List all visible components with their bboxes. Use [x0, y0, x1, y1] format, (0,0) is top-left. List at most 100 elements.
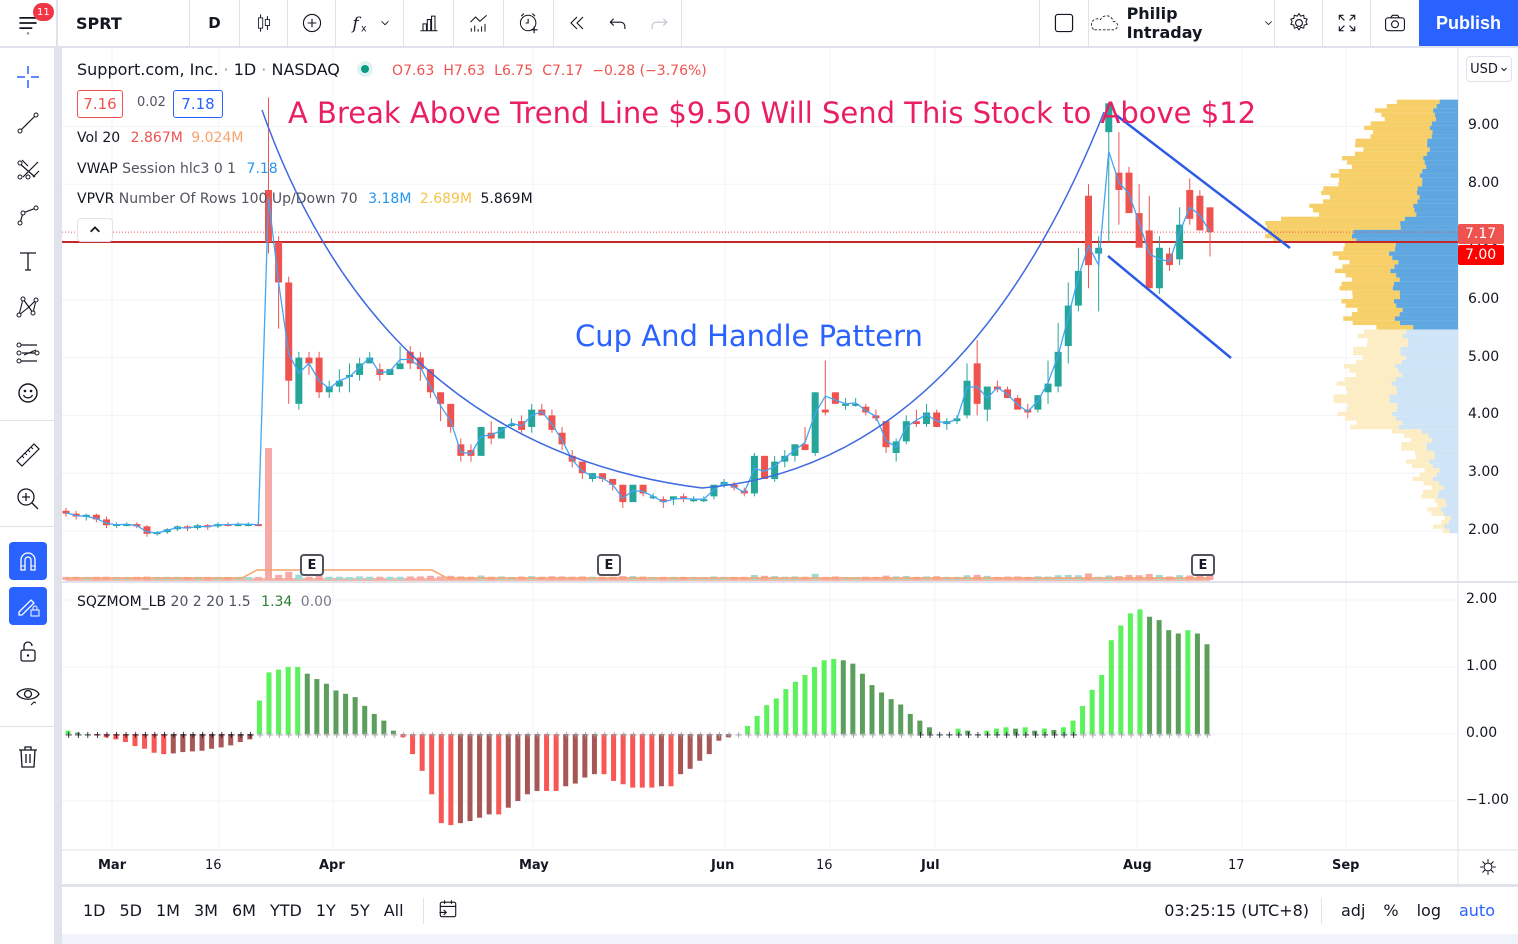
stay-in-drawing-mode-toggle[interactable] — [9, 587, 47, 625]
svg-text:+: + — [993, 730, 1001, 741]
range-1m[interactable]: 1M — [156, 901, 180, 920]
pattern-annotation[interactable]: Cup And Handle Pattern — [575, 319, 923, 353]
adjust-data-toggle[interactable]: adj — [1340, 901, 1366, 920]
measure-tool[interactable] — [9, 436, 47, 474]
prediction-tool[interactable] — [9, 334, 47, 372]
headline-annotation[interactable]: A Break Above Trend Line $9.50 Will Send… — [288, 96, 1256, 130]
earnings-marker[interactable]: E — [300, 554, 324, 576]
replay-button[interactable] — [554, 0, 600, 46]
svg-text:+: + — [1117, 730, 1125, 741]
ohlc-close: C7.17 — [542, 63, 584, 79]
gear-icon — [1289, 12, 1308, 31]
headline-text: A Break Above Trend Line $9.50 Will Send… — [288, 96, 1257, 130]
earnings-marker[interactable]: E — [597, 554, 621, 576]
chevron-up-icon — [90, 226, 100, 233]
range-5d[interactable]: 5D — [119, 901, 143, 920]
svg-text:+: + — [266, 730, 274, 741]
zoom-in-icon — [17, 488, 39, 510]
range-ytd[interactable]: YTD — [269, 901, 302, 920]
layout-name-button[interactable]: Philip Intraday — [1089, 0, 1275, 46]
collapse-legend-button[interactable] — [77, 218, 113, 242]
emoji-tool[interactable] — [9, 374, 47, 412]
bottom-right-controls: 03:25:15 (UTC+8) adj % log auto — [1164, 897, 1518, 924]
trend-line-tool[interactable] — [9, 104, 47, 142]
svg-text:+: + — [524, 730, 532, 741]
bid-price-button[interactable]: 7.16 — [77, 90, 123, 118]
percent-scale-toggle[interactable]: % — [1383, 901, 1399, 920]
vpvr-legend[interactable]: VPVR Number Of Rows 100 Up/Down 70 3.18M… — [77, 191, 533, 207]
company-name: Support.com, Inc. — [77, 60, 219, 79]
svg-text:+: + — [93, 730, 101, 741]
redo-button[interactable] — [636, 0, 682, 46]
chart-type-button[interactable] — [454, 0, 504, 46]
templates-button[interactable] — [404, 0, 454, 46]
price-axis-label: 4.00 — [1468, 406, 1500, 423]
legend-separator: · — [261, 60, 267, 79]
clock-timezone[interactable]: 03:25:15 (UTC+8) — [1164, 901, 1309, 920]
squeeze-momentum-legend[interactable]: SQZMOM_LB 20 2 20 1.5 1.34 0.00 — [77, 594, 332, 610]
svg-text:+: + — [237, 730, 245, 741]
text-tool[interactable] — [9, 242, 47, 280]
time-axis-label: Jun — [711, 858, 735, 873]
range-all[interactable]: All — [383, 901, 404, 920]
snapshot-button[interactable] — [1371, 0, 1419, 46]
range-6m[interactable]: 6M — [231, 901, 256, 920]
svg-text:+: + — [486, 730, 494, 741]
pattern-tool[interactable] — [9, 288, 47, 326]
range-1y[interactable]: 1Y — [315, 901, 336, 920]
layout-select-button[interactable] — [1039, 0, 1089, 46]
legend-interval: 1D — [233, 60, 257, 79]
chart-style-button[interactable] — [240, 0, 288, 46]
price-axis-label: 9.00 — [1468, 117, 1500, 134]
indicator-value: 5.869M — [480, 191, 533, 207]
publish-button[interactable]: Publish — [1419, 0, 1518, 46]
zoom-tool[interactable] — [9, 480, 47, 518]
pattern-icon — [16, 296, 39, 318]
svg-text:+: + — [1127, 730, 1135, 741]
svg-text:+: + — [1012, 730, 1020, 741]
vwap-legend[interactable]: VWAP Session hlc3 0 1 7.18 — [77, 161, 278, 177]
svg-text:+: + — [294, 730, 302, 741]
ask-price-button[interactable]: 7.18 — [173, 90, 223, 118]
alert-button[interactable] — [504, 0, 554, 46]
volume-legend[interactable]: Vol 20 2.867M 9.024M — [77, 130, 243, 146]
trash-icon — [19, 746, 37, 768]
range-5y[interactable]: 5Y — [349, 901, 370, 920]
path-tool[interactable] — [9, 196, 47, 234]
undo-icon — [609, 18, 626, 29]
pitchfork-icon — [17, 159, 40, 180]
remove-drawings-button[interactable] — [9, 738, 47, 776]
symbol-search-button[interactable]: SPRT — [58, 0, 190, 46]
calendar-goto-icon — [439, 899, 456, 917]
compare-button[interactable] — [288, 0, 336, 46]
pitchfork-tool[interactable] — [9, 150, 47, 188]
settings-button[interactable] — [1275, 0, 1323, 46]
log-scale-toggle[interactable]: log — [1416, 901, 1441, 920]
magnet-icon — [20, 552, 36, 571]
range-1d[interactable]: 1D — [83, 901, 106, 920]
lock-drawings-toggle[interactable] — [9, 632, 47, 670]
earnings-marker[interactable]: E — [1191, 554, 1215, 576]
axis-settings-button[interactable] — [1477, 856, 1499, 882]
crosshair-tool[interactable] — [9, 58, 47, 96]
svg-text:+: + — [1165, 730, 1173, 741]
range-3m[interactable]: 3M — [193, 901, 218, 920]
prediction-icon — [16, 342, 40, 364]
auto-scale-toggle[interactable]: auto — [1458, 901, 1495, 920]
chart-pane[interactable]: + + + + + + + + + + + + + + + + + + + + + + + + + + + + + + + + + + + + + + + +… — [62, 48, 1518, 884]
main-menu-button[interactable]: 11 — [0, 0, 58, 46]
hide-drawings-toggle[interactable] — [9, 676, 47, 714]
svg-text:+: + — [179, 730, 187, 741]
undo-button[interactable] — [600, 0, 636, 46]
currency-select[interactable]: USD — [1466, 56, 1512, 82]
go-to-date-button[interactable] — [436, 897, 460, 925]
svg-text:+: + — [170, 730, 178, 741]
fullscreen-button[interactable] — [1323, 0, 1371, 46]
cloud-icon — [1091, 15, 1118, 31]
interval-button[interactable]: D — [190, 0, 240, 46]
magnet-mode-toggle[interactable] — [9, 542, 47, 580]
price-chart-canvas[interactable]: + + + + + + + + + + + + + + + + + + + + + + + + + + + + + + + + + + + + + + + +… — [62, 48, 1518, 884]
svg-text:+: + — [1089, 730, 1097, 741]
svg-text:+: + — [323, 730, 331, 741]
